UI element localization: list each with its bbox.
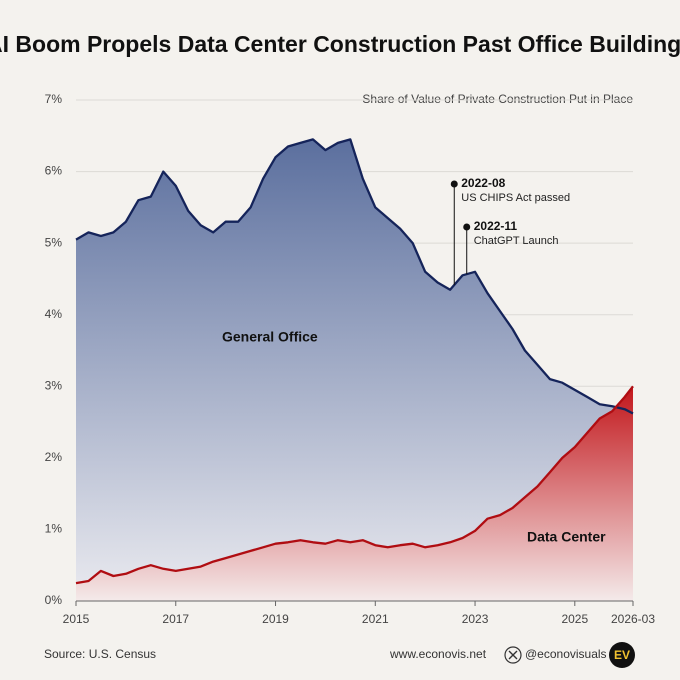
- x-tick-label: 2025: [561, 612, 588, 626]
- series-line: [75, 138, 634, 415]
- logo-badge: [609, 642, 635, 668]
- series-label: Data Center: [527, 529, 606, 545]
- y-tick-label: 2%: [45, 450, 63, 464]
- annotation-text: ChatGPT Launch: [474, 235, 559, 247]
- area-fill: [76, 139, 633, 601]
- y-tick-label: 6%: [45, 164, 63, 178]
- y-tick-label: 3%: [45, 378, 63, 392]
- y-tick-label: 0%: [45, 593, 63, 607]
- x-tick-label: 2017: [162, 612, 189, 626]
- series-line: [75, 385, 634, 585]
- x-tick-label: 2023: [462, 612, 489, 626]
- website: www.econovis.net: [389, 647, 487, 661]
- annotation-dot: [450, 180, 458, 188]
- y-tick-label: 1%: [45, 522, 63, 536]
- source: Source: U.S. Census: [44, 647, 156, 661]
- series-label: General Office: [222, 329, 318, 345]
- y-tick-label: 7%: [45, 92, 63, 106]
- chart-subtitle: Share of Value of Private Construction P…: [362, 92, 633, 106]
- y-tick-label: 4%: [45, 307, 63, 321]
- x-tick-label: 2021: [362, 612, 389, 626]
- x-tick-label: 2015: [63, 612, 90, 626]
- annotation-text: US CHIPS Act passed: [461, 192, 570, 204]
- x-icon: [504, 646, 522, 664]
- x-tick-label: 2019: [262, 612, 289, 626]
- chart-title: AI Boom Propels Data Center Construction…: [0, 31, 680, 57]
- annotation-date: 2022-08: [461, 176, 505, 190]
- x-tick-label: 2026-03: [611, 612, 655, 626]
- logo: EV: [614, 648, 630, 662]
- annotation-date: 2022-11: [474, 219, 518, 233]
- handle: @econovisuals: [525, 647, 607, 661]
- annotation-dot: [463, 223, 471, 231]
- area-fill: [76, 386, 633, 601]
- y-tick-label: 5%: [45, 235, 63, 249]
